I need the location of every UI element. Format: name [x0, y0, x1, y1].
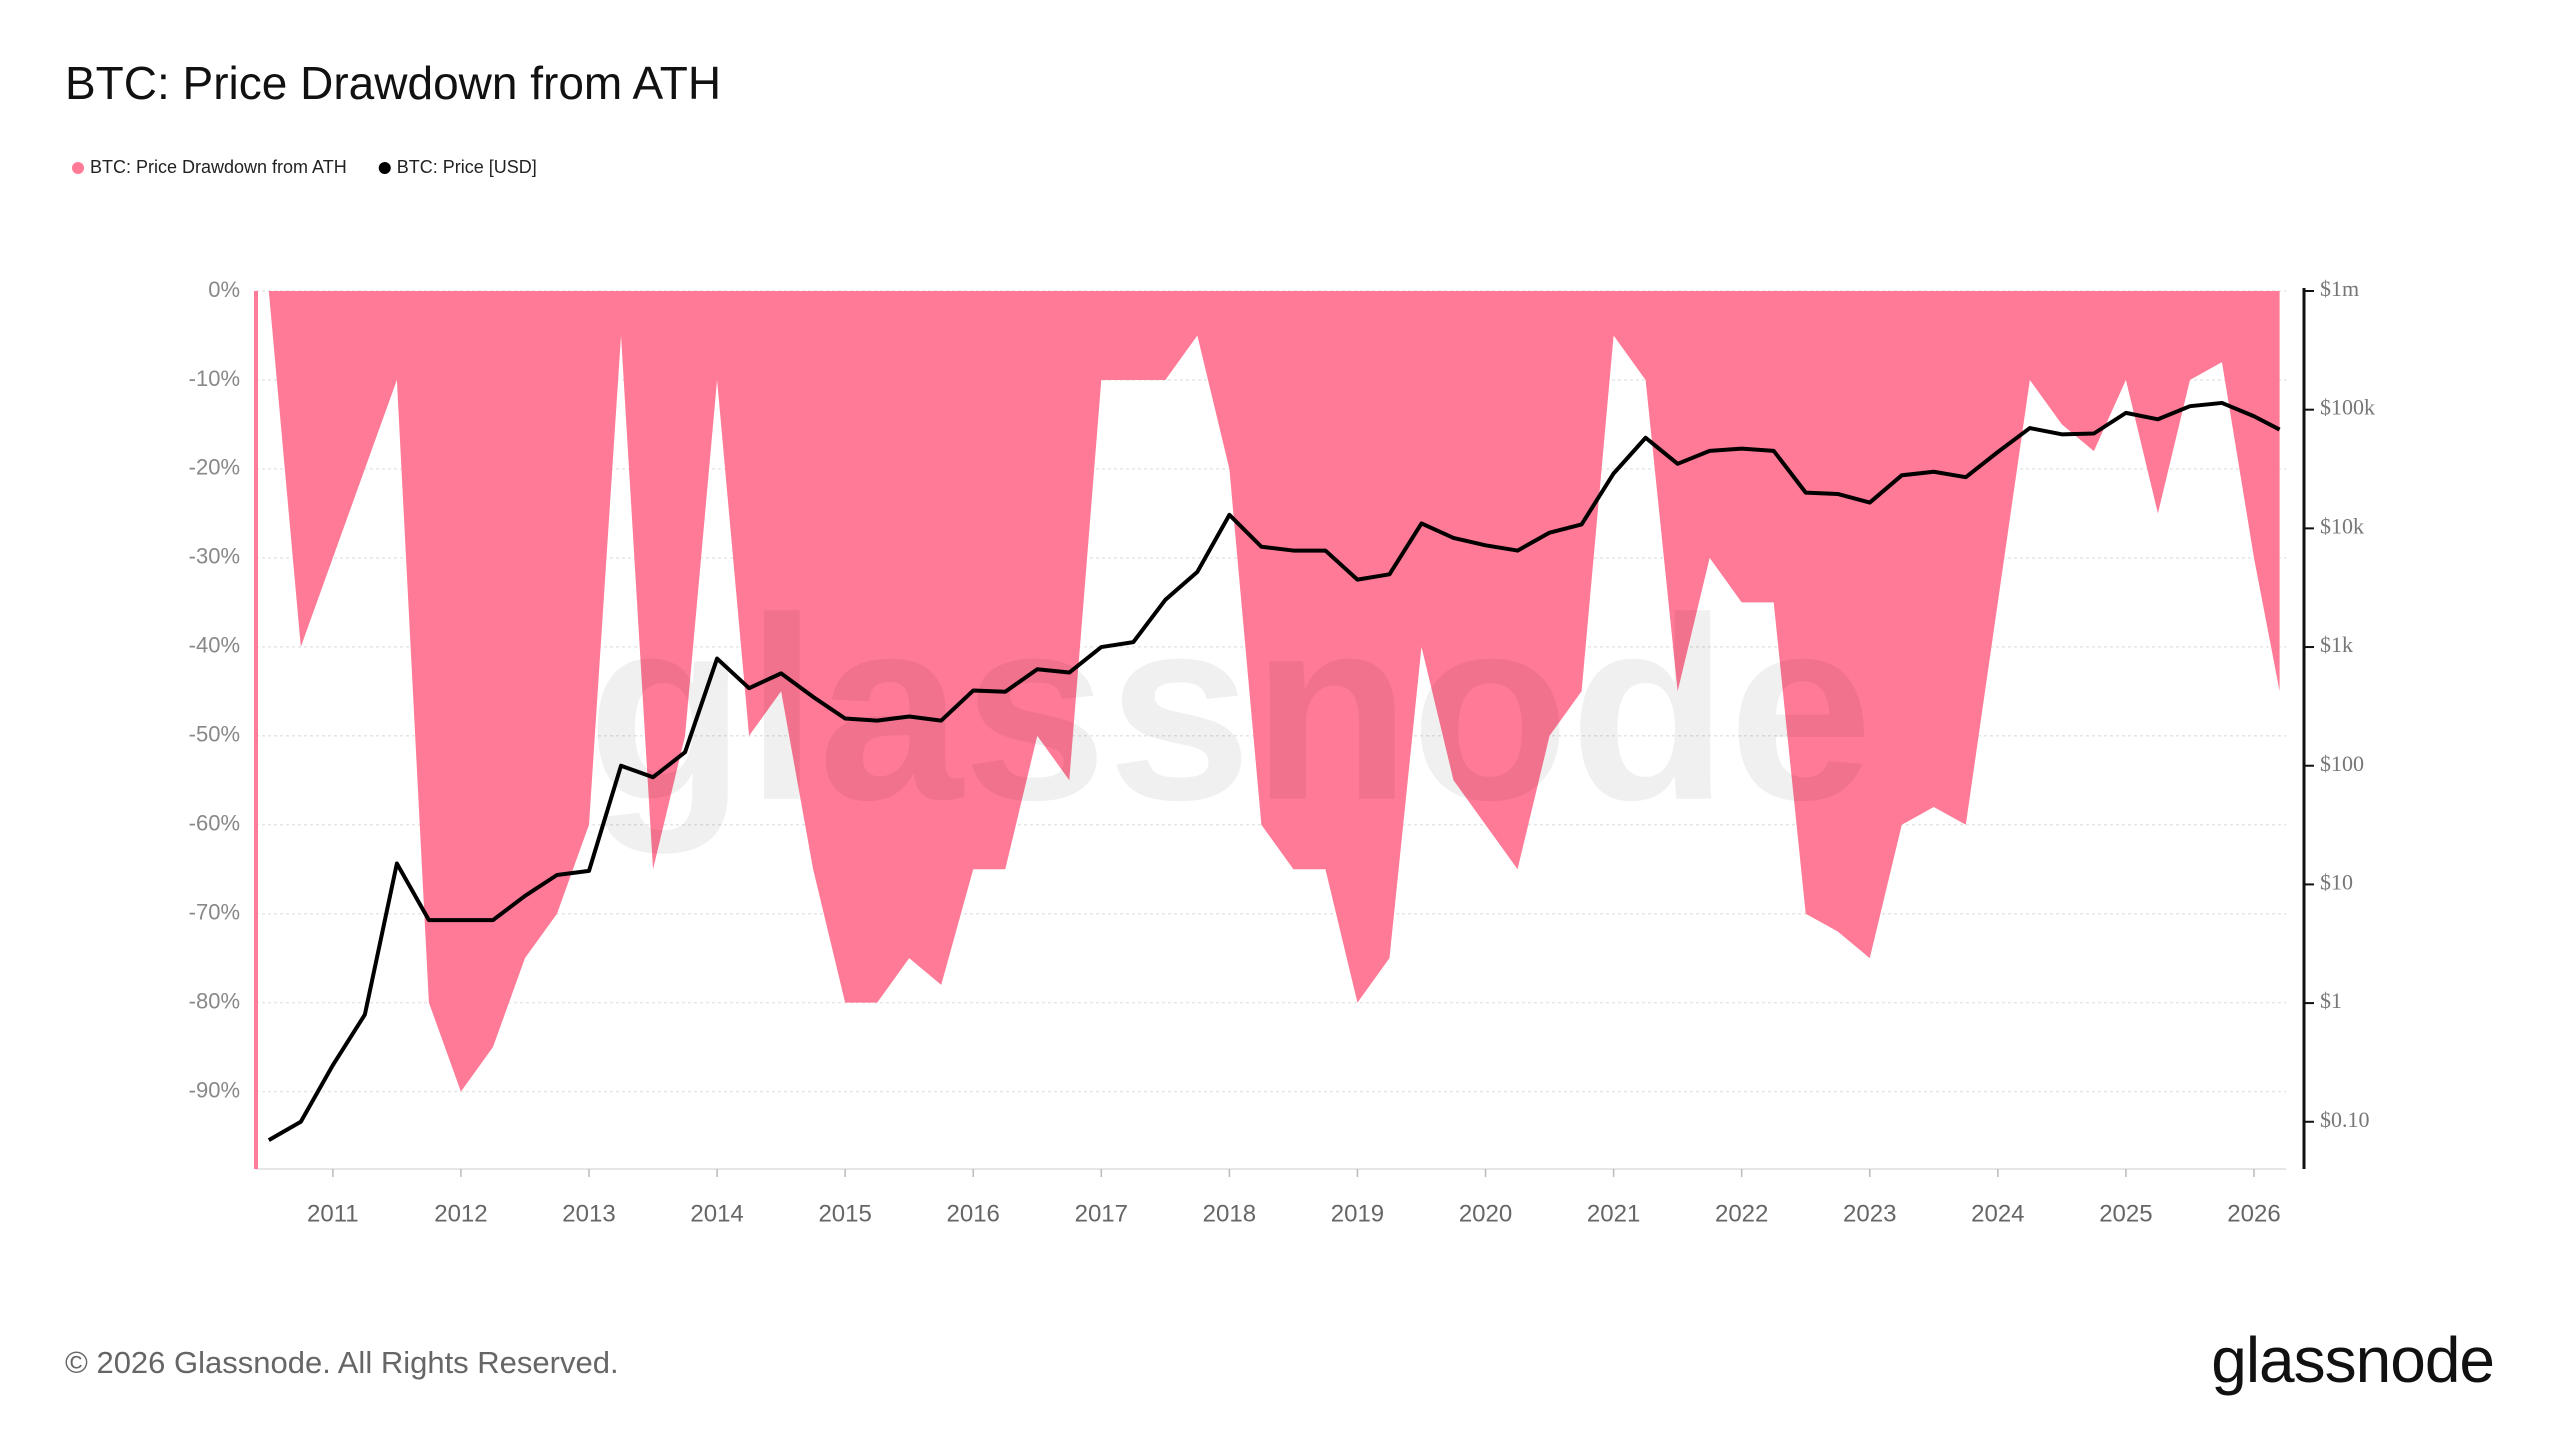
y-tick-label: -70% [189, 900, 240, 925]
watermark: glassnode [587, 565, 1873, 856]
x-tick-label: 2016 [947, 1200, 1000, 1227]
drawdown-area [268, 291, 2280, 1092]
x-tick-label: 2026 [2227, 1200, 2280, 1227]
footer: © 2026 Glassnode. All Rights Reserved. [65, 1345, 619, 1380]
x-tick-label: 2024 [1971, 1200, 2024, 1227]
x-tick-label: 2018 [1203, 1200, 1256, 1227]
x-tick-label: 2023 [1843, 1200, 1896, 1227]
x-tick-label: 2020 [1459, 1200, 1512, 1227]
x-tick-label: 2025 [2099, 1200, 2152, 1227]
legend-marker [72, 162, 84, 174]
x-tick-label: 2022 [1715, 1200, 1768, 1227]
y2-tick-label: $1m [2320, 276, 2359, 301]
logo: glassnode [2211, 1324, 2494, 1396]
y2-tick-label: $0.10 [2320, 1107, 2370, 1132]
price-line [267, 400, 2281, 1142]
y2-tick-label: $10k [2320, 513, 2364, 538]
y-tick-label: -80% [189, 988, 240, 1013]
y-tick-label: -20% [189, 455, 240, 480]
legend-label: BTC: Price [USD] [397, 157, 537, 177]
y2-tick-label: $100k [2320, 395, 2375, 420]
y-tick-label: -50% [189, 722, 240, 747]
x-tick-label: 2019 [1331, 1200, 1384, 1227]
y-tick-label: -90% [189, 1077, 240, 1102]
chart-title: BTC: Price Drawdown from ATH [65, 57, 721, 109]
x-tick-label: 2011 [307, 1200, 359, 1227]
legend-label: BTC: Price Drawdown from ATH [90, 157, 347, 177]
y2-tick-label: $1 [2320, 988, 2342, 1013]
y-tick-label: -10% [189, 366, 240, 391]
x-tick-label: 2021 [1587, 1200, 1640, 1227]
legend-marker [378, 162, 391, 174]
y2-tick-label: $100 [2320, 751, 2364, 776]
y2-tick-label: $1k [2320, 632, 2353, 657]
y-tick-label: 0% [208, 277, 240, 302]
x-tick-label: 2015 [818, 1200, 871, 1227]
x-tick-label: 2012 [434, 1200, 487, 1227]
x-tick-label: 2014 [690, 1200, 743, 1227]
x-tick-label: 2017 [1075, 1200, 1128, 1227]
y-tick-label: -40% [189, 633, 240, 658]
y2-tick-label: $10 [2320, 869, 2353, 894]
plot-area: 0% -10% -20% -30% -40% -50% -60% -70% -80% -90% $0… [189, 276, 2375, 1227]
y-tick-label: -30% [189, 544, 240, 569]
x-tick-label: 2013 [562, 1200, 615, 1227]
y-tick-label: -60% [189, 811, 240, 836]
